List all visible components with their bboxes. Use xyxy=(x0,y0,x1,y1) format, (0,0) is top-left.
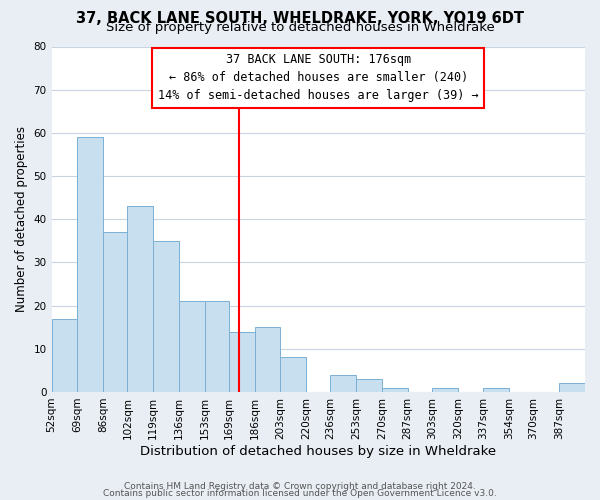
Bar xyxy=(205,302,229,392)
Bar xyxy=(127,206,153,392)
Bar xyxy=(153,241,179,392)
Bar xyxy=(52,318,77,392)
Bar xyxy=(229,332,254,392)
Bar xyxy=(559,384,585,392)
Text: Contains public sector information licensed under the Open Government Licence v3: Contains public sector information licen… xyxy=(103,488,497,498)
Bar xyxy=(382,388,407,392)
Bar xyxy=(103,232,127,392)
Bar xyxy=(484,388,509,392)
Bar xyxy=(331,374,356,392)
Bar xyxy=(179,302,205,392)
Bar xyxy=(356,379,382,392)
Text: 37 BACK LANE SOUTH: 176sqm
← 86% of detached houses are smaller (240)
14% of sem: 37 BACK LANE SOUTH: 176sqm ← 86% of deta… xyxy=(158,54,479,102)
Text: Contains HM Land Registry data © Crown copyright and database right 2024.: Contains HM Land Registry data © Crown c… xyxy=(124,482,476,491)
Bar xyxy=(432,388,458,392)
Text: 37, BACK LANE SOUTH, WHELDRAKE, YORK, YO19 6DT: 37, BACK LANE SOUTH, WHELDRAKE, YORK, YO… xyxy=(76,11,524,26)
Y-axis label: Number of detached properties: Number of detached properties xyxy=(15,126,28,312)
Bar xyxy=(280,358,306,392)
Bar xyxy=(254,327,280,392)
Bar xyxy=(77,137,103,392)
X-axis label: Distribution of detached houses by size in Wheldrake: Distribution of detached houses by size … xyxy=(140,444,496,458)
Text: Size of property relative to detached houses in Wheldrake: Size of property relative to detached ho… xyxy=(106,22,494,35)
